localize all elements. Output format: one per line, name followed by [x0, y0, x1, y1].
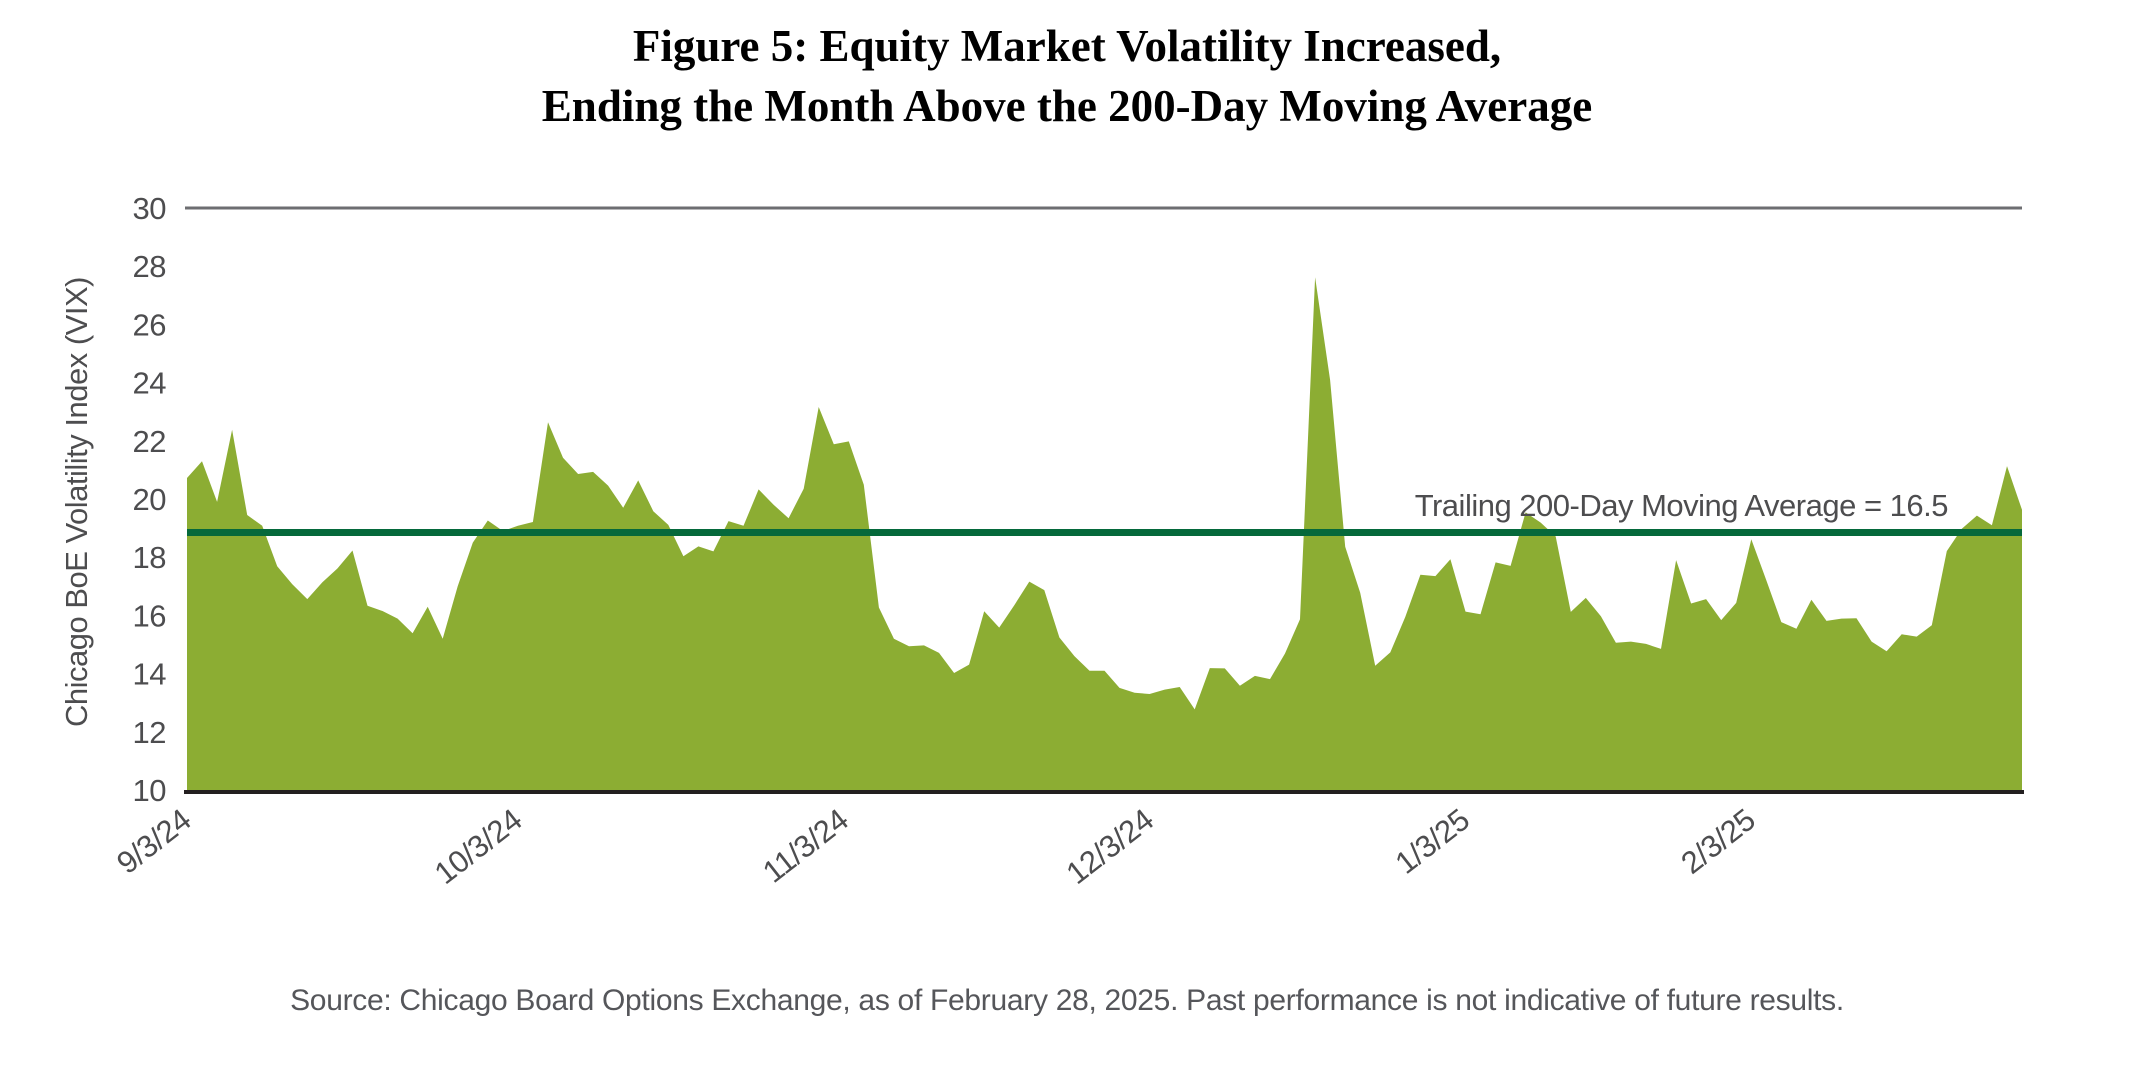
y-tick-label: 14 — [133, 657, 167, 692]
y-tick-label: 26 — [133, 307, 166, 342]
y-tick-label: 22 — [133, 424, 166, 459]
chart-title: Figure 5: Equity Market Volatility Incre… — [0, 16, 2134, 136]
chart-title-line2: Ending the Month Above the 200-Day Movin… — [541, 81, 1593, 131]
x-tick-label: 1/3/25 — [1389, 802, 1476, 881]
y-tick-label: 18 — [133, 540, 166, 575]
y-tick-label: 20 — [133, 482, 167, 517]
y-tick-label: 12 — [133, 715, 166, 750]
moving-average-annotation: Trailing 200-Day Moving Average = 16.5 — [1414, 488, 1949, 523]
x-tick-label: 9/3/24 — [110, 802, 197, 881]
x-tick-label: 12/3/24 — [1060, 802, 1160, 891]
y-tick-label: 10 — [133, 773, 167, 808]
x-tick-label: 2/3/25 — [1674, 802, 1761, 881]
y-tick-label: 24 — [133, 366, 167, 401]
chart-title-line1: Figure 5: Equity Market Volatility Incre… — [632, 21, 1502, 71]
y-tick-label: 28 — [133, 249, 166, 284]
vix-area-series — [187, 277, 2022, 790]
y-tick-label: 30 — [133, 191, 167, 226]
source-note: Source: Chicago Board Options Exchange, … — [290, 984, 1844, 1017]
x-tick-label: 10/3/24 — [428, 802, 528, 891]
x-tick-label: 11/3/24 — [756, 802, 855, 890]
y-tick-label: 16 — [133, 598, 166, 633]
